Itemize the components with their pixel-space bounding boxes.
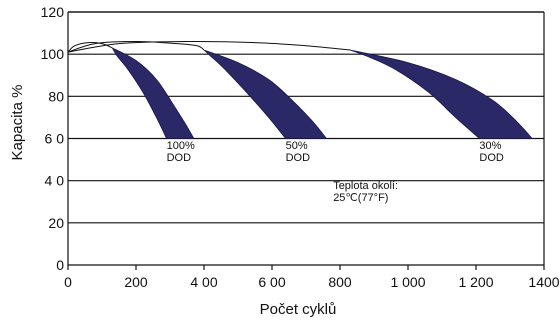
y-tick-label-80: 80 <box>48 88 64 104</box>
x-tick-label-200: 200 <box>124 274 148 290</box>
capacity-curve-0 <box>67 41 113 53</box>
series-label-0-line-0: 100% <box>167 140 195 152</box>
x-tick-label-1000: 1 000 <box>390 274 425 290</box>
x-tick-label-800: 800 <box>328 274 352 290</box>
series-label-1-line-1: DOD <box>286 152 311 164</box>
y-tick-label-0: 0 <box>56 257 64 273</box>
x-tick-label-0: 0 <box>64 274 72 290</box>
y-tick-label-40: 4 0 <box>45 173 65 189</box>
x-tick-label-1200: 1 200 <box>458 274 493 290</box>
x-axis-title: Počet cyklů <box>260 301 337 318</box>
temperature-note-line-0: Teplota okolí: <box>333 180 398 192</box>
temperature-note-line-1: 25℃(77°F) <box>333 192 388 204</box>
x-tick-label-1400: 1400 <box>528 274 559 290</box>
series-label-0-line-1: DOD <box>167 152 192 164</box>
dod-band-1 <box>203 49 328 139</box>
dod-band-0 <box>111 47 195 139</box>
y-tick-label-100: 100 <box>41 46 65 62</box>
x-tick-label-600: 6 00 <box>258 274 285 290</box>
x-tick-label-400: 4 00 <box>190 274 217 290</box>
series-label-1-line-0: 50% <box>286 140 308 152</box>
series-label-2-line-0: 30% <box>479 140 501 152</box>
capacity-curve-2 <box>67 40 351 53</box>
series-label-2-line-1: DOD <box>479 152 504 164</box>
y-tick-label-60: 6 0 <box>45 131 65 147</box>
y-tick-label-120: 120 <box>41 4 65 20</box>
y-tick-label-20: 20 <box>48 215 64 231</box>
dod-band-2 <box>350 49 534 139</box>
y-axis-title: Kapacita % <box>9 85 26 161</box>
